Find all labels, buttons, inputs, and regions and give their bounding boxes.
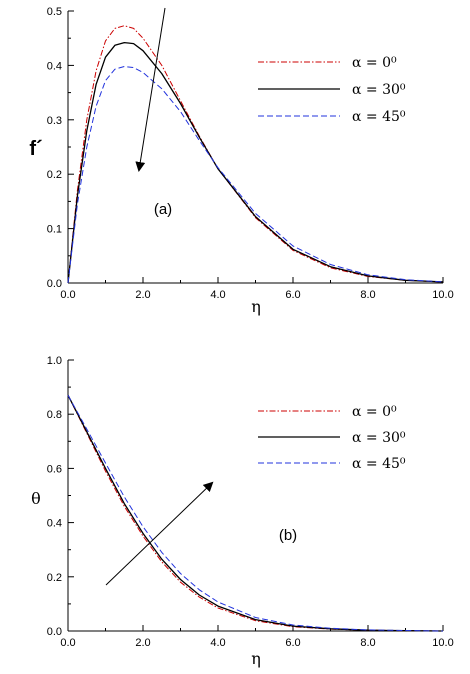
series-line xyxy=(67,25,444,284)
y-tick-label: 1.0 xyxy=(47,355,62,367)
y-axis-label: f´ xyxy=(29,138,42,160)
x-tick-label: 0.0 xyxy=(60,289,75,301)
y-tick-label: 0.2 xyxy=(47,169,62,181)
x-axis-label: η xyxy=(251,297,261,316)
y-tick-label: 0.0 xyxy=(47,278,62,290)
y-axis-label: θ xyxy=(31,489,41,508)
legend-label: α = 30⁰ xyxy=(352,82,406,98)
panel-label: (a) xyxy=(154,201,172,218)
x-tick-label: 10.0 xyxy=(432,289,453,301)
y-tick-label: 0.3 xyxy=(47,115,62,127)
trend-arrow xyxy=(105,481,214,586)
y-tick-label: 0.1 xyxy=(47,224,62,236)
y-tick-label: 0.4 xyxy=(47,518,62,530)
x-tick-label: 10.0 xyxy=(432,637,453,649)
panel-b: 0.0 2.0 4.0 6.0 8.0 10.0 0.0 0.2 0.4 0.6 0.8 1.0 η θ α… xyxy=(31,355,454,668)
series-line xyxy=(67,66,444,284)
series-line xyxy=(67,41,444,284)
x-tick-label: 4.0 xyxy=(210,637,225,649)
legend-label: α = 30⁰ xyxy=(352,430,406,446)
y-tick-label: 0.8 xyxy=(47,409,62,421)
legend-label: α = 45⁰ xyxy=(352,456,406,472)
panel-a: 0.0 2.0 4.0 6.0 8.0 10.0 0.0 0.1 0.2 0.3 0.4 0.5 η f´… xyxy=(29,6,453,316)
series-line xyxy=(67,394,444,632)
y-tick-label: 0.5 xyxy=(47,6,62,18)
panel-label: (b) xyxy=(279,527,297,544)
x-tick-label: 2.0 xyxy=(135,637,150,649)
legend-label: α = 45⁰ xyxy=(352,109,406,125)
y-tick-label: 0.4 xyxy=(47,60,62,72)
x-tick-label: 2.0 xyxy=(135,289,150,301)
y-tick-label: 0.0 xyxy=(47,626,62,638)
x-axis-label: η xyxy=(251,649,261,668)
y-tick-label: 0.2 xyxy=(47,572,62,584)
x-tick-label: 4.0 xyxy=(210,289,225,301)
x-tick-label: 0.0 xyxy=(60,637,75,649)
x-tick-label: 6.0 xyxy=(285,637,300,649)
trend-arrow xyxy=(135,7,166,172)
x-tick-label: 8.0 xyxy=(360,289,375,301)
y-tick-label: 0.6 xyxy=(47,463,62,475)
legend-label: α = 0⁰ xyxy=(352,404,397,420)
legend-label: α = 0⁰ xyxy=(352,55,397,71)
x-tick-label: 6.0 xyxy=(285,289,300,301)
x-tick-label: 8.0 xyxy=(360,637,375,649)
